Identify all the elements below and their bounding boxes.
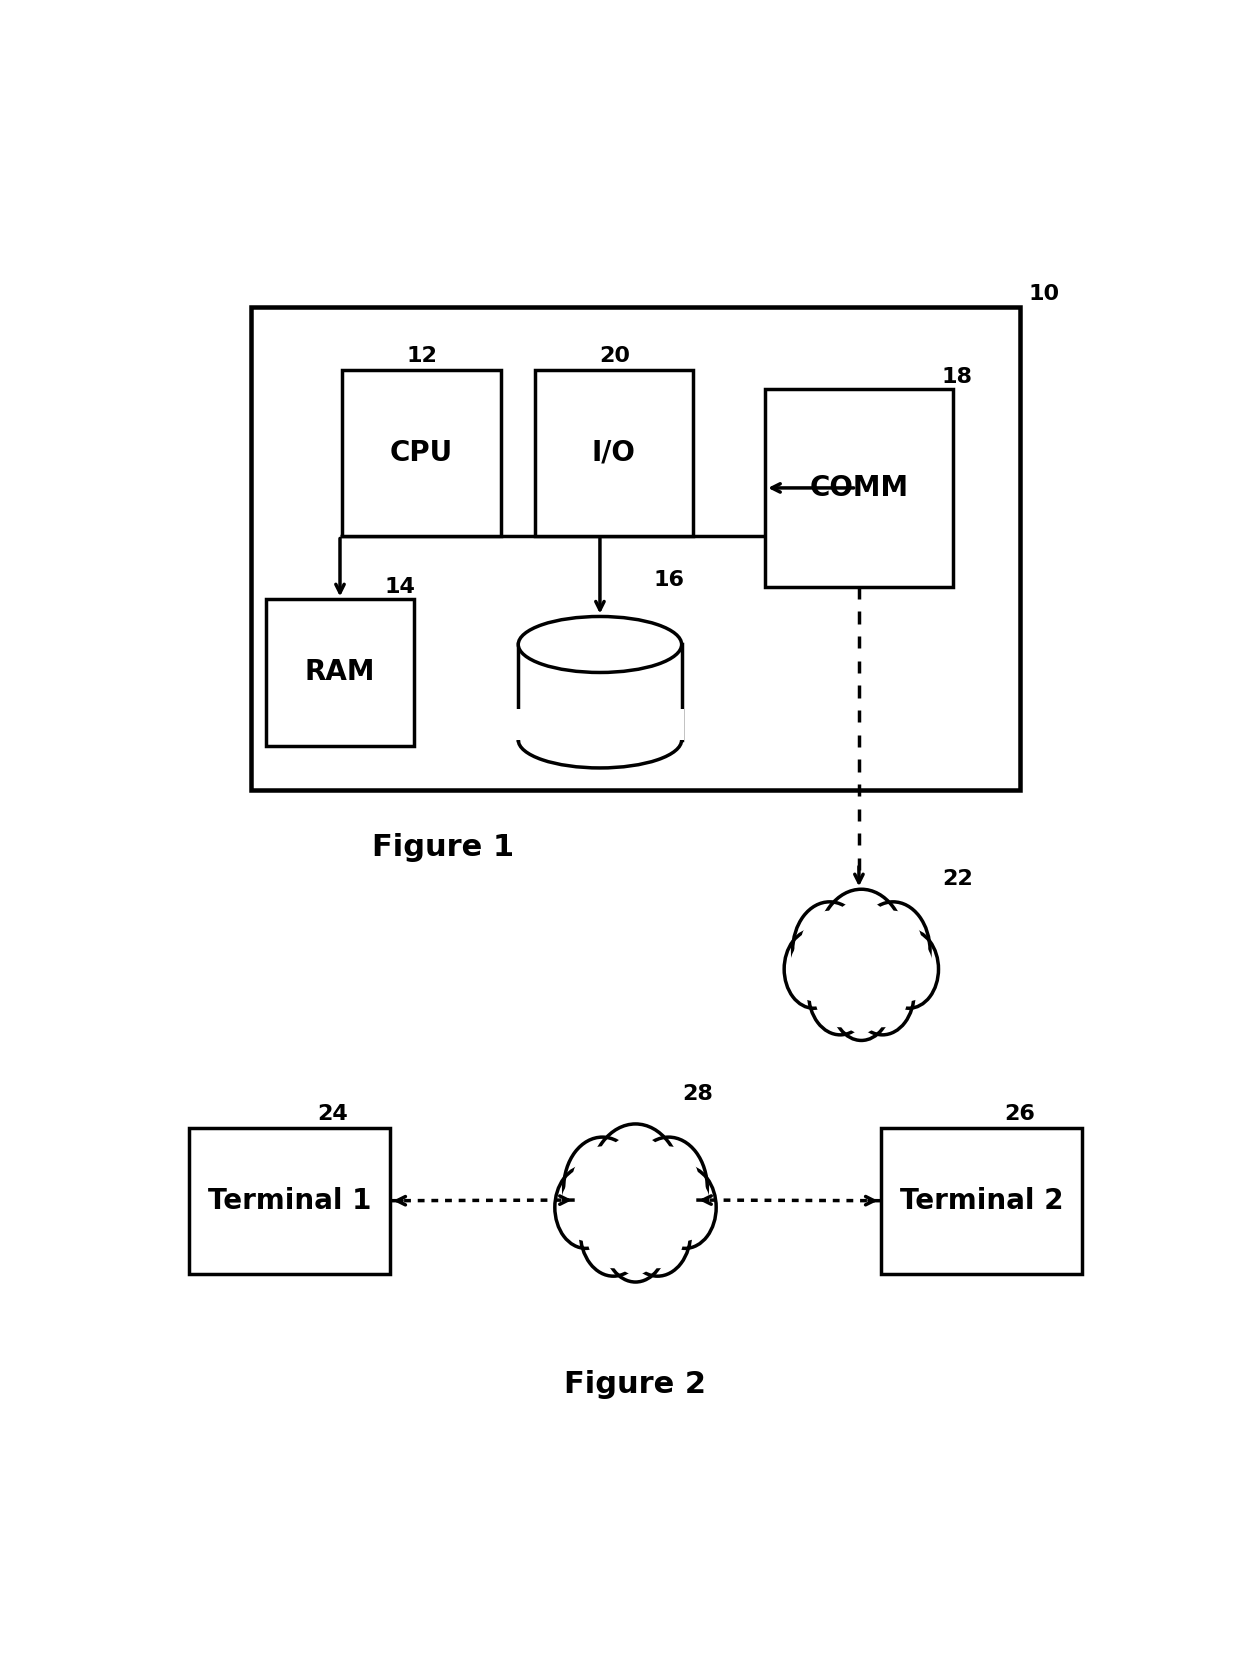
Text: COMM: COMM <box>810 474 909 503</box>
Text: RAM: RAM <box>305 658 376 686</box>
Circle shape <box>655 1167 717 1248</box>
Bar <box>265 600 414 746</box>
Ellipse shape <box>518 712 682 769</box>
Circle shape <box>884 937 934 1002</box>
Circle shape <box>856 903 930 1000</box>
Text: Terminal 2: Terminal 2 <box>900 1187 1063 1215</box>
Bar <box>880 1127 1083 1274</box>
Bar <box>250 306 1021 790</box>
Text: 10: 10 <box>1028 284 1059 304</box>
Circle shape <box>815 959 867 1027</box>
Circle shape <box>605 1200 666 1283</box>
Text: 24: 24 <box>317 1104 348 1124</box>
Text: 22: 22 <box>942 869 973 889</box>
Circle shape <box>610 1207 661 1274</box>
Text: 12: 12 <box>407 345 438 367</box>
Bar <box>518 645 682 741</box>
Text: 28: 28 <box>682 1084 713 1104</box>
Circle shape <box>564 1137 641 1240</box>
Circle shape <box>630 1137 707 1240</box>
Circle shape <box>598 1136 673 1236</box>
Circle shape <box>825 899 898 997</box>
Bar <box>188 1127 391 1274</box>
Circle shape <box>560 1174 611 1241</box>
Text: Terminal 1: Terminal 1 <box>208 1187 371 1215</box>
Bar <box>534 370 693 536</box>
Circle shape <box>879 931 939 1008</box>
Circle shape <box>857 959 909 1027</box>
Text: CPU: CPU <box>391 440 454 466</box>
Text: Figure 1: Figure 1 <box>372 833 515 861</box>
Circle shape <box>863 911 924 992</box>
Circle shape <box>792 903 867 1000</box>
Ellipse shape <box>518 617 682 673</box>
Circle shape <box>637 1146 701 1230</box>
Circle shape <box>630 1197 684 1268</box>
Circle shape <box>625 1189 691 1276</box>
Text: I/O: I/O <box>591 440 636 466</box>
Circle shape <box>837 969 885 1033</box>
Circle shape <box>660 1174 711 1241</box>
Circle shape <box>554 1167 616 1248</box>
Circle shape <box>832 962 890 1040</box>
Circle shape <box>587 1197 641 1268</box>
Circle shape <box>589 1124 682 1246</box>
Bar <box>516 709 683 741</box>
Circle shape <box>570 1146 634 1230</box>
Circle shape <box>817 889 905 1007</box>
Text: 16: 16 <box>653 570 684 590</box>
Circle shape <box>790 937 838 1002</box>
Text: 14: 14 <box>384 577 415 597</box>
Text: 20: 20 <box>599 345 630 367</box>
Circle shape <box>580 1189 646 1276</box>
Circle shape <box>800 911 861 992</box>
Text: 18: 18 <box>942 367 973 387</box>
Circle shape <box>808 950 872 1035</box>
Bar <box>342 370 501 536</box>
Text: Figure 2: Figure 2 <box>564 1370 707 1398</box>
Bar <box>765 388 952 587</box>
Circle shape <box>784 931 843 1008</box>
Text: 26: 26 <box>1004 1104 1035 1124</box>
Circle shape <box>851 950 914 1035</box>
